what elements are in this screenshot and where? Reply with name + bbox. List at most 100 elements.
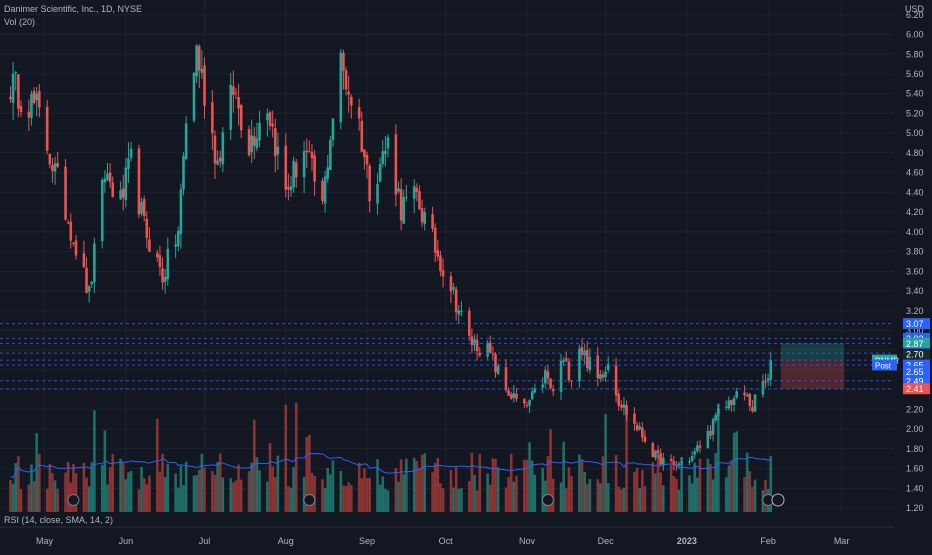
candle-body[interactable] bbox=[347, 91, 350, 95]
candle-body[interactable] bbox=[753, 394, 757, 412]
candle-body[interactable] bbox=[308, 151, 311, 153]
candle-body[interactable] bbox=[604, 371, 607, 378]
candle-body[interactable] bbox=[433, 227, 437, 253]
candle-body[interactable] bbox=[258, 122, 261, 141]
candle-body[interactable] bbox=[643, 436, 647, 442]
candle-body[interactable] bbox=[656, 449, 660, 454]
candle-body[interactable] bbox=[730, 399, 733, 405]
candle-body[interactable] bbox=[174, 244, 177, 247]
candle-body[interactable] bbox=[284, 145, 288, 190]
candle-body[interactable] bbox=[331, 118, 335, 141]
candle-body[interactable] bbox=[622, 404, 626, 408]
candle-body[interactable] bbox=[711, 419, 715, 435]
candle-body[interactable] bbox=[551, 389, 555, 392]
candle-body[interactable] bbox=[326, 167, 329, 179]
candle-body[interactable] bbox=[30, 93, 33, 118]
candle-body[interactable] bbox=[87, 286, 91, 292]
candle-body[interactable] bbox=[441, 270, 445, 277]
candle-body[interactable] bbox=[460, 310, 463, 313]
candle-body[interactable] bbox=[688, 461, 691, 463]
candle-body[interactable] bbox=[74, 240, 78, 256]
candle-body[interactable] bbox=[654, 450, 657, 458]
candle-body[interactable] bbox=[533, 388, 537, 393]
candle-body[interactable] bbox=[766, 378, 770, 382]
candle-body[interactable] bbox=[601, 374, 605, 378]
candle-body[interactable] bbox=[360, 120, 364, 152]
candle-body[interactable] bbox=[72, 242, 75, 244]
candle-body[interactable] bbox=[229, 84, 232, 130]
candle-body[interactable] bbox=[669, 459, 673, 461]
candle-body[interactable] bbox=[452, 287, 455, 290]
candle-body[interactable] bbox=[512, 393, 516, 398]
candle-body[interactable] bbox=[397, 188, 400, 192]
candle-body[interactable] bbox=[709, 430, 712, 436]
candle-body[interactable] bbox=[365, 154, 369, 165]
candle-body[interactable] bbox=[32, 90, 36, 103]
candle-body[interactable] bbox=[562, 359, 565, 362]
candle-body[interactable] bbox=[625, 405, 628, 415]
candle-body[interactable] bbox=[620, 404, 623, 408]
candle-body[interactable] bbox=[693, 451, 697, 455]
candle-body[interactable] bbox=[580, 347, 584, 355]
candle-body[interactable] bbox=[363, 149, 366, 158]
candle-body[interactable] bbox=[399, 189, 403, 221]
candle-body[interactable] bbox=[454, 289, 458, 313]
candle-body[interactable] bbox=[19, 105, 23, 112]
candle-body[interactable] bbox=[420, 208, 424, 223]
candle-body[interactable] bbox=[585, 349, 589, 369]
candle-body[interactable] bbox=[247, 129, 251, 156]
candle-body[interactable] bbox=[549, 378, 552, 389]
candle-body[interactable] bbox=[64, 166, 67, 220]
candle-body[interactable] bbox=[633, 413, 636, 424]
candle-body[interactable] bbox=[614, 365, 618, 396]
candle-body[interactable] bbox=[313, 155, 316, 182]
candle-body[interactable] bbox=[302, 151, 306, 178]
candle-body[interactable] bbox=[124, 167, 128, 201]
candle-body[interactable] bbox=[192, 72, 196, 121]
lightning-icon[interactable] bbox=[771, 493, 785, 507]
candle-body[interactable] bbox=[17, 74, 20, 109]
candle-body[interactable] bbox=[38, 91, 41, 108]
candle-body[interactable] bbox=[82, 253, 86, 268]
candle-body[interactable] bbox=[148, 239, 151, 252]
candle-body[interactable] bbox=[761, 380, 765, 395]
candle-body[interactable] bbox=[504, 367, 508, 391]
candle-body[interactable] bbox=[599, 373, 602, 380]
candle-body[interactable] bbox=[515, 393, 518, 399]
candle-body[interactable] bbox=[253, 136, 256, 146]
candle-body[interactable] bbox=[145, 218, 149, 238]
candle-body[interactable] bbox=[635, 424, 639, 431]
candle-body[interactable] bbox=[546, 371, 550, 379]
candle-body[interactable] bbox=[659, 453, 662, 466]
candle-body[interactable] bbox=[706, 430, 710, 449]
candle-body[interactable] bbox=[357, 107, 361, 119]
candle-body[interactable] bbox=[287, 186, 290, 190]
candle-body[interactable] bbox=[475, 340, 479, 352]
candle-body[interactable] bbox=[45, 106, 49, 151]
candle-body[interactable] bbox=[769, 360, 773, 380]
candle-body[interactable] bbox=[310, 152, 314, 159]
candle-body[interactable] bbox=[234, 92, 238, 94]
candle-body[interactable] bbox=[137, 148, 141, 215]
candle-body[interactable] bbox=[559, 360, 563, 392]
candle-body[interactable] bbox=[378, 164, 382, 182]
candle-body[interactable] bbox=[714, 414, 718, 421]
candle-body[interactable] bbox=[544, 370, 547, 384]
candle-body[interactable] bbox=[184, 123, 188, 160]
candle-body[interactable] bbox=[405, 196, 408, 198]
candle-body[interactable] bbox=[431, 214, 434, 229]
candle-body[interactable] bbox=[743, 392, 746, 396]
candle-body[interactable] bbox=[696, 445, 699, 452]
candle-body[interactable] bbox=[412, 186, 416, 199]
candle-body[interactable] bbox=[289, 186, 293, 191]
candle-body[interactable] bbox=[386, 137, 390, 149]
candle-body[interactable] bbox=[732, 398, 736, 406]
candle-body[interactable] bbox=[129, 148, 133, 158]
candle-body[interactable] bbox=[376, 183, 379, 204]
candle-body[interactable] bbox=[394, 134, 398, 195]
candle-body[interactable] bbox=[735, 391, 738, 398]
candle-body[interactable] bbox=[680, 461, 683, 463]
candle-body[interactable] bbox=[507, 390, 510, 396]
candle-body[interactable] bbox=[250, 135, 253, 153]
